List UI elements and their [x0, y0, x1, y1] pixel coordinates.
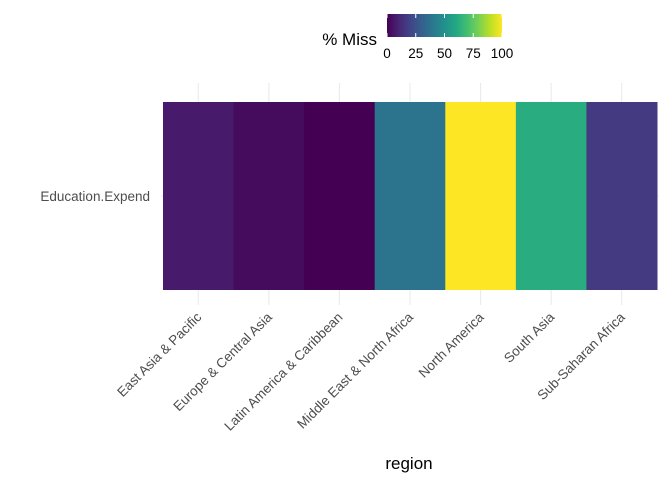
- legend-tick-label: 25: [408, 46, 423, 61]
- legend-title: % Miss: [322, 30, 377, 49]
- legend-tick-label: 50: [437, 46, 452, 61]
- y-tick-labels: Education.Expend: [40, 189, 150, 204]
- heatmap-tile: [374, 102, 446, 290]
- heatmap-tile: [586, 102, 658, 290]
- x-tick-label: Latin America & Caribbean: [221, 310, 345, 434]
- legend-tick-label: 0: [383, 46, 391, 61]
- x-tick-label: North America: [416, 309, 487, 380]
- heatmap-tiles: [163, 102, 658, 290]
- legend-colorbar: [387, 14, 502, 37]
- heatmap-tile: [445, 102, 517, 290]
- heatmap-tile: [304, 102, 376, 290]
- heatmap-tile: [163, 102, 235, 290]
- legend-tick-label: 75: [466, 46, 481, 61]
- color-legend: % Miss 0 25 50 75 100: [322, 14, 513, 61]
- legend-ticks: 0 25 50 75 100: [383, 14, 513, 61]
- x-tick-label: South Asia: [501, 309, 558, 366]
- x-axis-title: region: [385, 454, 432, 473]
- heatmap-tile: [233, 102, 305, 290]
- y-tick-label: Education.Expend: [40, 189, 150, 204]
- legend-tick-label: 100: [491, 46, 514, 61]
- x-tick-label: Middle East & North Africa: [294, 309, 416, 431]
- heatmap-tile: [515, 102, 587, 290]
